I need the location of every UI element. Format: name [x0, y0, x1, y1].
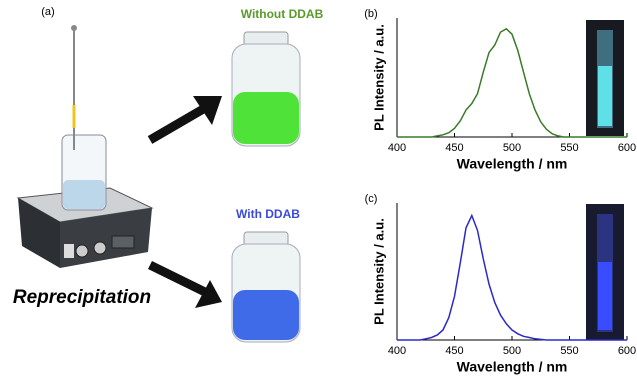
- x-tick-label: 600: [618, 345, 636, 357]
- beaker-liquid: [63, 180, 105, 209]
- x-tick-label: 550: [560, 142, 578, 154]
- arrow-head: [195, 280, 222, 308]
- panel-label: (c): [365, 193, 378, 205]
- x-tick-label: 600: [618, 142, 636, 154]
- spectrum-line: [397, 213, 627, 341]
- panel-label: (a): [41, 6, 54, 18]
- x-axis-label: Wavelength / nm: [457, 359, 568, 375]
- y-axis-label: PL Intensity / a.u.: [371, 218, 386, 325]
- cuvette-glow: [598, 66, 612, 126]
- knob: [93, 241, 107, 255]
- x-tick-label: 400: [388, 345, 406, 357]
- display: [111, 235, 135, 249]
- jar-label: With DDAB: [236, 207, 300, 221]
- jar-liquid: [233, 92, 299, 144]
- knob: [75, 244, 89, 258]
- x-tick-label: 500: [503, 142, 521, 154]
- x-tick-label: 550: [560, 345, 578, 357]
- stir-plate-side: [18, 198, 60, 268]
- x-tick-label: 500: [503, 345, 521, 357]
- jar-liquid: [233, 290, 299, 340]
- arrow: [147, 104, 208, 144]
- y-axis-label: PL Intensity / a.u.: [371, 24, 386, 131]
- x-tick-label: 450: [445, 142, 463, 154]
- switch: [64, 244, 74, 258]
- jar-label: Without DDAB: [241, 7, 324, 21]
- plunger: [71, 25, 77, 31]
- panel-label: (b): [364, 8, 377, 20]
- x-axis-label: Wavelength / nm: [457, 156, 568, 172]
- x-tick-label: 400: [388, 142, 406, 154]
- cuvette-glow: [598, 262, 612, 330]
- caption: Reprecipitation: [13, 287, 151, 308]
- spectrum-line: [397, 27, 627, 138]
- x-tick-label: 450: [445, 345, 463, 357]
- arrow: [148, 260, 207, 297]
- arrow-head: [193, 96, 222, 125]
